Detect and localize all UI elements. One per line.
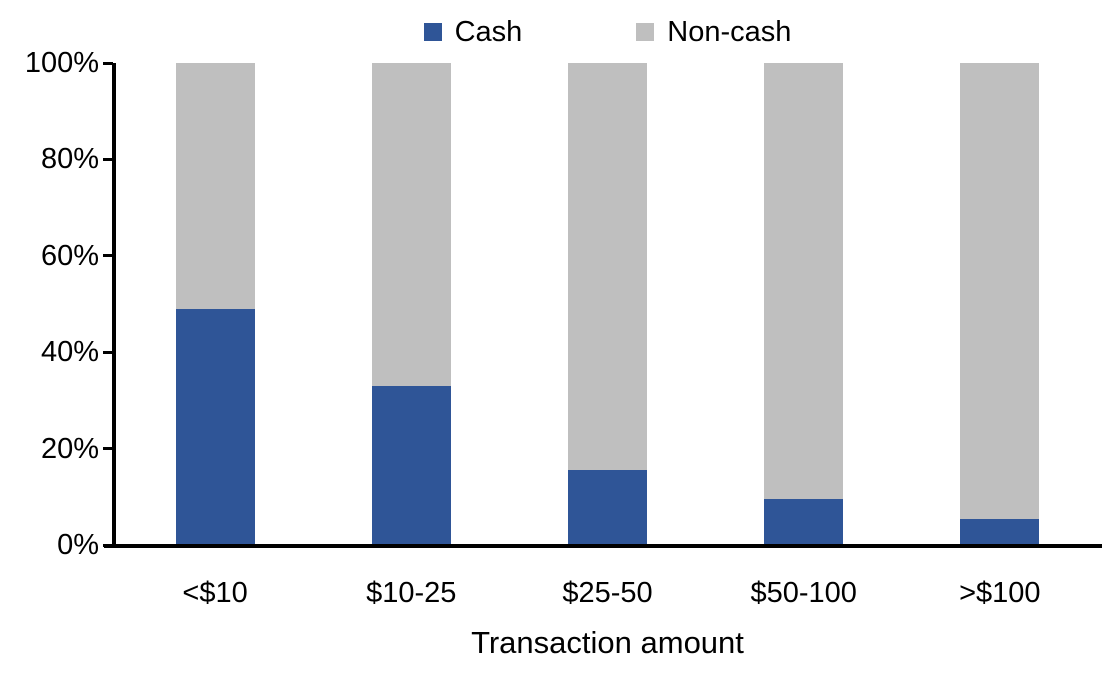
plot-area [117,63,1098,545]
y-tick-label: 80% [40,143,99,176]
y-tick-mark [103,350,113,354]
bar-group-$10-25 [371,63,451,545]
bar-segment-noncash [175,63,255,309]
bar-segment-noncash [371,63,451,386]
bar-slot [706,63,902,545]
x-tick-label: $25-50 [562,577,653,609]
bar-slot [313,63,509,545]
legend-swatch-noncash-icon [636,23,655,41]
legend-swatch-cash-icon [423,23,442,41]
y-tick-label: 60% [40,239,99,272]
y-tick-mark [103,61,113,65]
bar-slot [902,63,1098,545]
y-tick-label: 100% [24,47,99,79]
bar-segment-cash [371,385,451,545]
x-axis-title: Transaction amount [471,625,744,660]
bar-slot [509,63,705,545]
bar-group->$100 [960,63,1040,545]
x-tick-label: >$100 [959,577,1041,609]
bar-segment-cash [567,470,647,545]
y-tick-label: 40% [40,336,99,369]
bar-segment-noncash [960,63,1040,519]
x-axis-line [104,544,1102,548]
legend-item-noncash: Non-cash [636,14,791,50]
x-tick-label: $10-25 [366,577,457,609]
x-tick-label: <$10 [182,577,248,609]
legend-label-cash: Cash [454,16,523,48]
bar-group-$25-50 [567,63,647,545]
y-axis-line [112,63,116,548]
bar-segment-noncash [764,63,844,500]
x-tick-label: $50-100 [750,577,857,609]
y-tick-mark [103,254,113,258]
bar-slot [117,63,313,545]
bar-segment-cash [960,518,1040,545]
bar-group-<$10 [175,63,255,545]
x-axis-labels: <$10 $10-25 $25-50 $50-100 >$100 [117,577,1098,609]
legend-item-cash: Cash [423,14,523,50]
bar-segment-noncash [567,63,647,471]
y-tick-mark [103,157,113,161]
y-tick-mark [103,447,113,451]
y-axis-labels: 0% 20% 40% 60% 80% 100% [0,0,99,673]
y-tick-label: 20% [40,432,99,465]
bar-segment-cash [175,308,255,545]
bar-segment-cash [764,499,844,545]
bar-group-$50-100 [764,63,844,545]
y-tick-label: 0% [57,529,99,561]
chart-legend: Cash Non-cash [117,14,1098,50]
legend-label-noncash: Non-cash [667,16,792,48]
